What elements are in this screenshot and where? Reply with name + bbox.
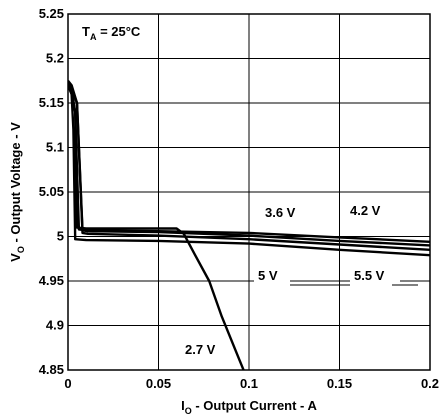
y-tick-label: 4.95 [39,273,64,288]
x-axis-label: IO - Output Current - A [181,398,317,416]
series-line-5-5-v [68,84,430,257]
y-tick-label: 4.9 [46,318,64,333]
label-bg-5-5v [350,266,400,283]
tick-labels: 0 0.05 0.1 0.15 0.2 4.85 4.9 4.95 5 5.05 5.1 5.15 5.… [39,6,439,391]
y-tick-label: 5.1 [46,140,64,155]
x-tick-label: 0.2 [421,376,439,391]
y-tick-label: 5.15 [39,95,64,110]
x-tick-label: 0.05 [146,376,171,391]
x-axis-label-sub: O [185,406,192,416]
x-tick-label: 0.15 [327,376,352,391]
x-axis-label-rest: - Output Current - A [192,398,318,413]
y-tick-label: 5 [57,229,64,244]
y-axis-label-rest: - Output Voltage - V [8,122,23,246]
series-line-5-v [68,84,430,251]
annotation-rest: = 25°C [96,24,140,39]
label-bg-5v [254,266,290,283]
x-tick-label: 0.1 [240,376,258,391]
x-tick-label: 0 [64,376,71,391]
y-axis-label: VO - Output Voltage - V [8,122,26,262]
plot-frame [67,13,431,371]
annotation-main: T [82,24,90,39]
series-label-5-5v: 5.5 V [354,268,385,283]
label-bg-4-2v [346,201,394,218]
y-axis-label-sub: O [16,246,26,253]
series-label-2-7v: 2.7 V [185,342,216,357]
label-bg-2-7v [181,340,229,357]
annotation-sub: A [90,32,97,42]
y-tick-label: 5.2 [46,51,64,66]
y-axis-label-main: V [8,253,23,262]
label-bg-3-6v [261,203,309,220]
x-axis-label-main: I [181,398,185,413]
series-label-4-2v: 4.2 V [350,203,381,218]
series-clip-group [68,80,430,370]
temperature-annotation: TA = 25°C [82,24,141,42]
y-tick-label: 4.85 [39,362,64,377]
y-tick-label: 5.05 [39,184,64,199]
series-label-5v: 5 V [258,268,278,283]
series-label-3-6v: 3.6 V [265,205,296,220]
y-tick-label: 5.25 [39,6,64,21]
series-group [68,80,430,370]
